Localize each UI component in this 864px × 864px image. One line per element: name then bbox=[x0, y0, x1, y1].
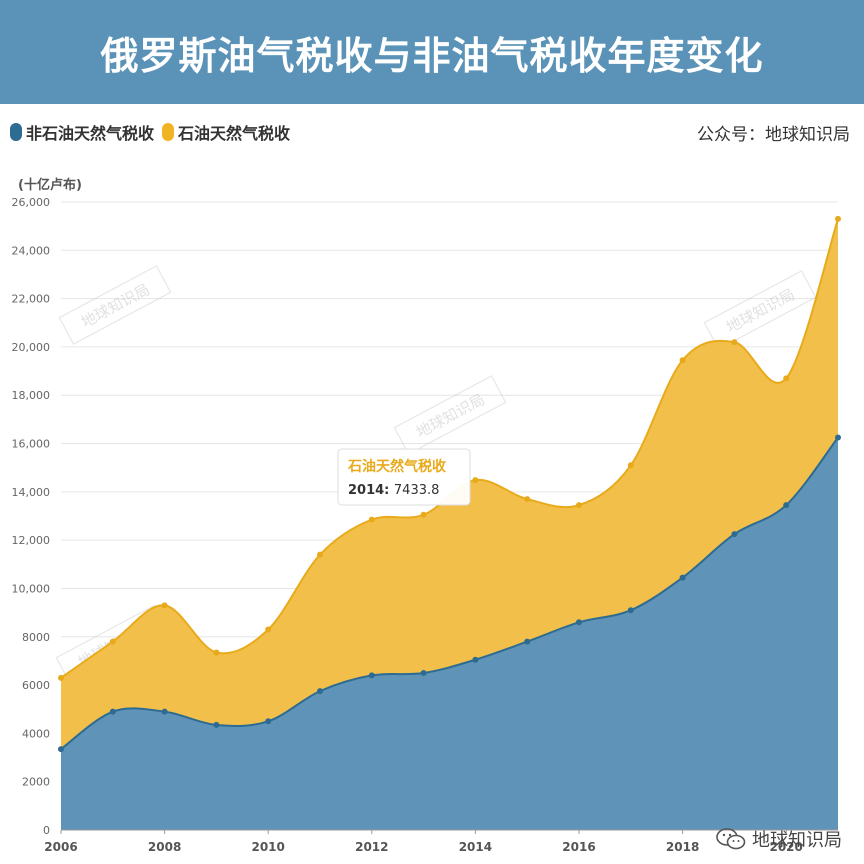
point-non-oil bbox=[472, 656, 479, 663]
legend-swatch-oil bbox=[162, 123, 175, 141]
point-oil bbox=[731, 339, 738, 346]
watermark: 地球知识局 bbox=[703, 270, 817, 350]
legend-item-non-oil[interactable]: 非石油天然气税收 bbox=[10, 120, 154, 144]
point-oil bbox=[524, 496, 531, 503]
point-oil bbox=[58, 674, 64, 681]
area-oil bbox=[61, 218, 838, 750]
point-oil bbox=[109, 638, 116, 645]
point-non-oil bbox=[731, 531, 738, 538]
point-non-oil bbox=[524, 638, 531, 645]
point-oil bbox=[161, 602, 168, 609]
y-tick-label: 22,000 bbox=[12, 293, 51, 306]
x-tick-label: 2020 bbox=[769, 840, 802, 854]
area-series bbox=[61, 218, 838, 830]
watermark: 地球知识局 bbox=[393, 375, 507, 455]
x-tick-label: 2006 bbox=[44, 840, 77, 854]
axes: 0 2000 4000 6000 8000 10,000 12,000 14,000 16,00… bbox=[12, 196, 838, 854]
point-non-oil bbox=[368, 672, 375, 679]
point-oil bbox=[368, 516, 375, 523]
wechat-icon bbox=[716, 828, 746, 850]
point-oil bbox=[835, 215, 841, 222]
point-oil bbox=[213, 649, 220, 656]
legend-item-oil[interactable]: 石油天然气税收 bbox=[162, 120, 290, 144]
area-non-oil bbox=[61, 437, 838, 830]
tooltip: 石油天然气税收 2014: 7433.8 bbox=[337, 448, 471, 506]
point-non-oil bbox=[109, 708, 116, 715]
point-non-oil bbox=[161, 708, 168, 715]
tooltip-value: 2014: 7433.8 bbox=[348, 483, 439, 498]
point-non-oil bbox=[58, 746, 64, 753]
point-oil bbox=[265, 626, 272, 633]
y-tick-label: 10,000 bbox=[12, 582, 51, 595]
y-tick-label: 0 bbox=[43, 824, 50, 837]
point-non-oil bbox=[835, 434, 841, 441]
point-oil bbox=[783, 375, 790, 382]
x-tick-label: 2018 bbox=[666, 840, 699, 854]
line-non-oil bbox=[60, 436, 839, 750]
point-oil bbox=[576, 502, 582, 509]
y-tick-label: 8000 bbox=[22, 631, 50, 644]
point-non-oil bbox=[627, 607, 634, 614]
point-oil bbox=[472, 477, 479, 484]
chart-title: 俄罗斯油气税收与非油气税收年度变化 bbox=[100, 33, 764, 78]
y-tick-label: 2000 bbox=[22, 776, 50, 789]
data-points bbox=[58, 215, 841, 753]
x-tick-label: 2008 bbox=[148, 840, 181, 854]
point-oil bbox=[317, 551, 323, 558]
x-tick-label: 2016 bbox=[562, 840, 595, 854]
point-oil bbox=[627, 462, 634, 469]
point-non-oil bbox=[317, 688, 323, 695]
y-tick-label: 4000 bbox=[22, 727, 50, 740]
y-tick-label: 16,000 bbox=[12, 438, 51, 451]
point-non-oil bbox=[265, 718, 272, 725]
legend: 非石油天然气税收 石油天然气税收 bbox=[10, 120, 298, 144]
y-tick-label: 14,000 bbox=[12, 486, 51, 499]
legend-swatch-non-oil bbox=[10, 123, 22, 141]
y-tick-label: 20,000 bbox=[12, 341, 51, 354]
title-banner: 俄罗斯油气税收与非油气税收年度变化 bbox=[0, 0, 864, 104]
source-label: 公众号：地球知识局 bbox=[697, 125, 850, 145]
x-tick-label: 2014 bbox=[459, 840, 492, 854]
point-non-oil bbox=[420, 670, 427, 676]
point-oil bbox=[679, 357, 686, 364]
x-tick-label: 2012 bbox=[355, 840, 388, 854]
point-non-oil bbox=[783, 502, 790, 509]
tooltip-box bbox=[337, 448, 471, 506]
point-non-oil bbox=[213, 721, 220, 728]
point-non-oil bbox=[576, 619, 582, 626]
watermark: 地球知识局 bbox=[58, 265, 172, 345]
brand-footer: 地球知识局 bbox=[716, 826, 842, 852]
brand-label: 地球知识局 bbox=[752, 830, 842, 851]
y-tick-label: 18,000 bbox=[12, 389, 51, 402]
y-tick-label: 6000 bbox=[22, 679, 50, 692]
x-tick-label: 2010 bbox=[251, 840, 284, 854]
point-non-oil bbox=[679, 574, 686, 581]
y-axis-unit-label: (十亿卢布) bbox=[18, 178, 82, 193]
y-tick-label: 12,000 bbox=[12, 534, 51, 547]
legend-label-non-oil: 非石油天然气税收 bbox=[26, 124, 155, 143]
y-tick-label: 26,000 bbox=[12, 196, 51, 209]
y-tick-label: 24,000 bbox=[12, 244, 51, 257]
point-oil bbox=[420, 511, 427, 518]
tooltip-series: 石油天然气税收 bbox=[347, 458, 447, 475]
legend-label-oil: 石油天然气税收 bbox=[178, 124, 291, 143]
